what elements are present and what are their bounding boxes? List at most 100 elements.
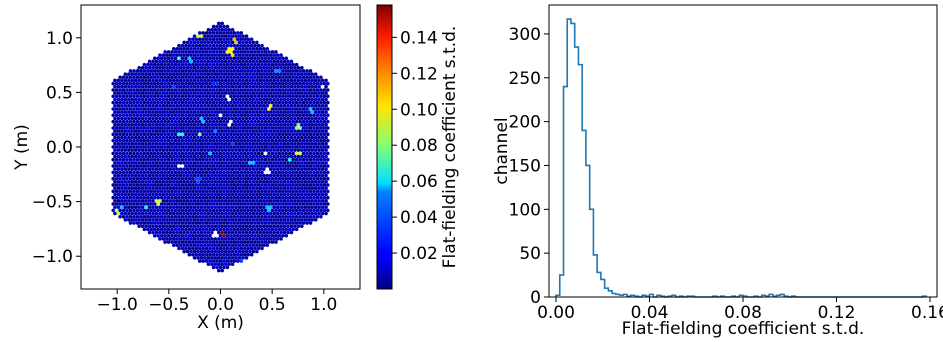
camera-pixel [146, 227, 150, 232]
camera-pixel [121, 81, 126, 86]
camera-pixel [296, 211, 301, 216]
camera-pixel [300, 91, 304, 95]
camera-pixel [189, 116, 193, 121]
camera-pixel [168, 218, 173, 222]
camera-pixel [184, 189, 188, 194]
camera-pixel [173, 107, 178, 111]
camera-pixel [262, 230, 266, 235]
camera-pixel [146, 113, 150, 118]
camera-pixel [258, 237, 263, 241]
camera-pixel [303, 154, 308, 159]
camera-pixel [303, 85, 308, 89]
camera-pixel [265, 72, 270, 76]
camera-pixel [118, 81, 122, 86]
camera-pixel [289, 135, 294, 140]
camera-pixel [142, 145, 147, 149]
camera-pixel [326, 138, 330, 143]
camera-pixel [248, 161, 252, 165]
camera-pixel [208, 183, 212, 187]
camera-pixel [178, 224, 183, 228]
camera-pixel [230, 230, 235, 235]
camera-pixel [242, 214, 247, 219]
camera-pixel [206, 180, 211, 184]
camera-pixel [298, 75, 302, 80]
camera-pixel [151, 129, 155, 133]
camera-pixel [267, 214, 271, 219]
camera-pixel [310, 91, 315, 95]
camera-pixel [197, 246, 202, 251]
camera-pixel [206, 135, 211, 140]
camera-pixel [251, 199, 256, 203]
camera-pixel [215, 265, 219, 270]
camera-pixel [210, 205, 214, 209]
camera-pixel [242, 157, 247, 162]
camera-pixel [284, 94, 289, 99]
camera-pixel [166, 176, 171, 181]
camera-pixel [208, 189, 212, 194]
camera-pixel [201, 56, 205, 61]
camera-pixel [213, 66, 218, 70]
camera-pixel [251, 249, 256, 254]
camera-pixel [289, 66, 294, 70]
camera-pixel [296, 135, 301, 140]
camera-pixel [229, 208, 233, 213]
camera-pixel [149, 81, 154, 86]
camera-pixel [270, 107, 275, 111]
camera-pixel [194, 151, 199, 156]
camera-pixel [222, 132, 226, 137]
camera-pixel [265, 192, 270, 197]
camera-pixel [191, 107, 195, 111]
camera-pixel [147, 192, 152, 197]
camera-pixel [289, 85, 294, 89]
camera-pixel [173, 81, 178, 86]
camera-pixel [291, 202, 295, 206]
camera-pixel [201, 164, 205, 168]
camera-pixel [187, 176, 192, 181]
camera-pixel [255, 66, 259, 70]
camera-pixel [262, 46, 266, 51]
camera-pixel [282, 211, 287, 216]
camera-pixel [237, 85, 242, 89]
camera-pixel [220, 249, 224, 254]
camera-pixel [237, 123, 242, 127]
camera-pixel [146, 138, 150, 143]
camera-pixel [173, 240, 178, 244]
camera-pixel [203, 66, 207, 70]
camera-pixel [298, 202, 302, 206]
camera-pixel [147, 129, 152, 133]
camera-pixel [191, 56, 195, 61]
camera-pixel [284, 202, 289, 206]
camera-pixel [116, 97, 121, 102]
camera-pixel [173, 183, 178, 187]
camera-pixel [215, 183, 219, 187]
camera-pixel [223, 224, 228, 228]
camera-pixel [312, 75, 316, 80]
camera-pixel [234, 243, 238, 248]
camera-pixel [173, 202, 178, 206]
camera-pixel [287, 75, 292, 80]
camera-pixel [178, 167, 183, 171]
camera-pixel [161, 97, 166, 102]
camera-pixel [260, 43, 264, 48]
camera-pixel [246, 221, 250, 225]
camera-pixel [279, 211, 283, 216]
camera-pixel [242, 151, 247, 156]
camera-pixel [267, 113, 271, 118]
camera-pixel [268, 66, 273, 70]
camera-pixel [156, 176, 160, 181]
camera-pixel [246, 202, 250, 206]
camera-pixel [177, 107, 181, 111]
camera-pixel [187, 183, 192, 187]
camera-pixel [308, 183, 313, 187]
camera-pixel [203, 123, 207, 127]
camera-pixel [281, 94, 285, 99]
camera-pixel [301, 221, 306, 225]
camera-pixel [210, 230, 214, 235]
camera-pixel [140, 218, 145, 222]
camera-pixel [315, 88, 320, 92]
camera-pixel [161, 142, 166, 146]
camera-pixel [172, 91, 176, 95]
camera-pixel [251, 129, 256, 133]
camera-pixel [265, 230, 270, 235]
camera-pixel [275, 142, 280, 146]
